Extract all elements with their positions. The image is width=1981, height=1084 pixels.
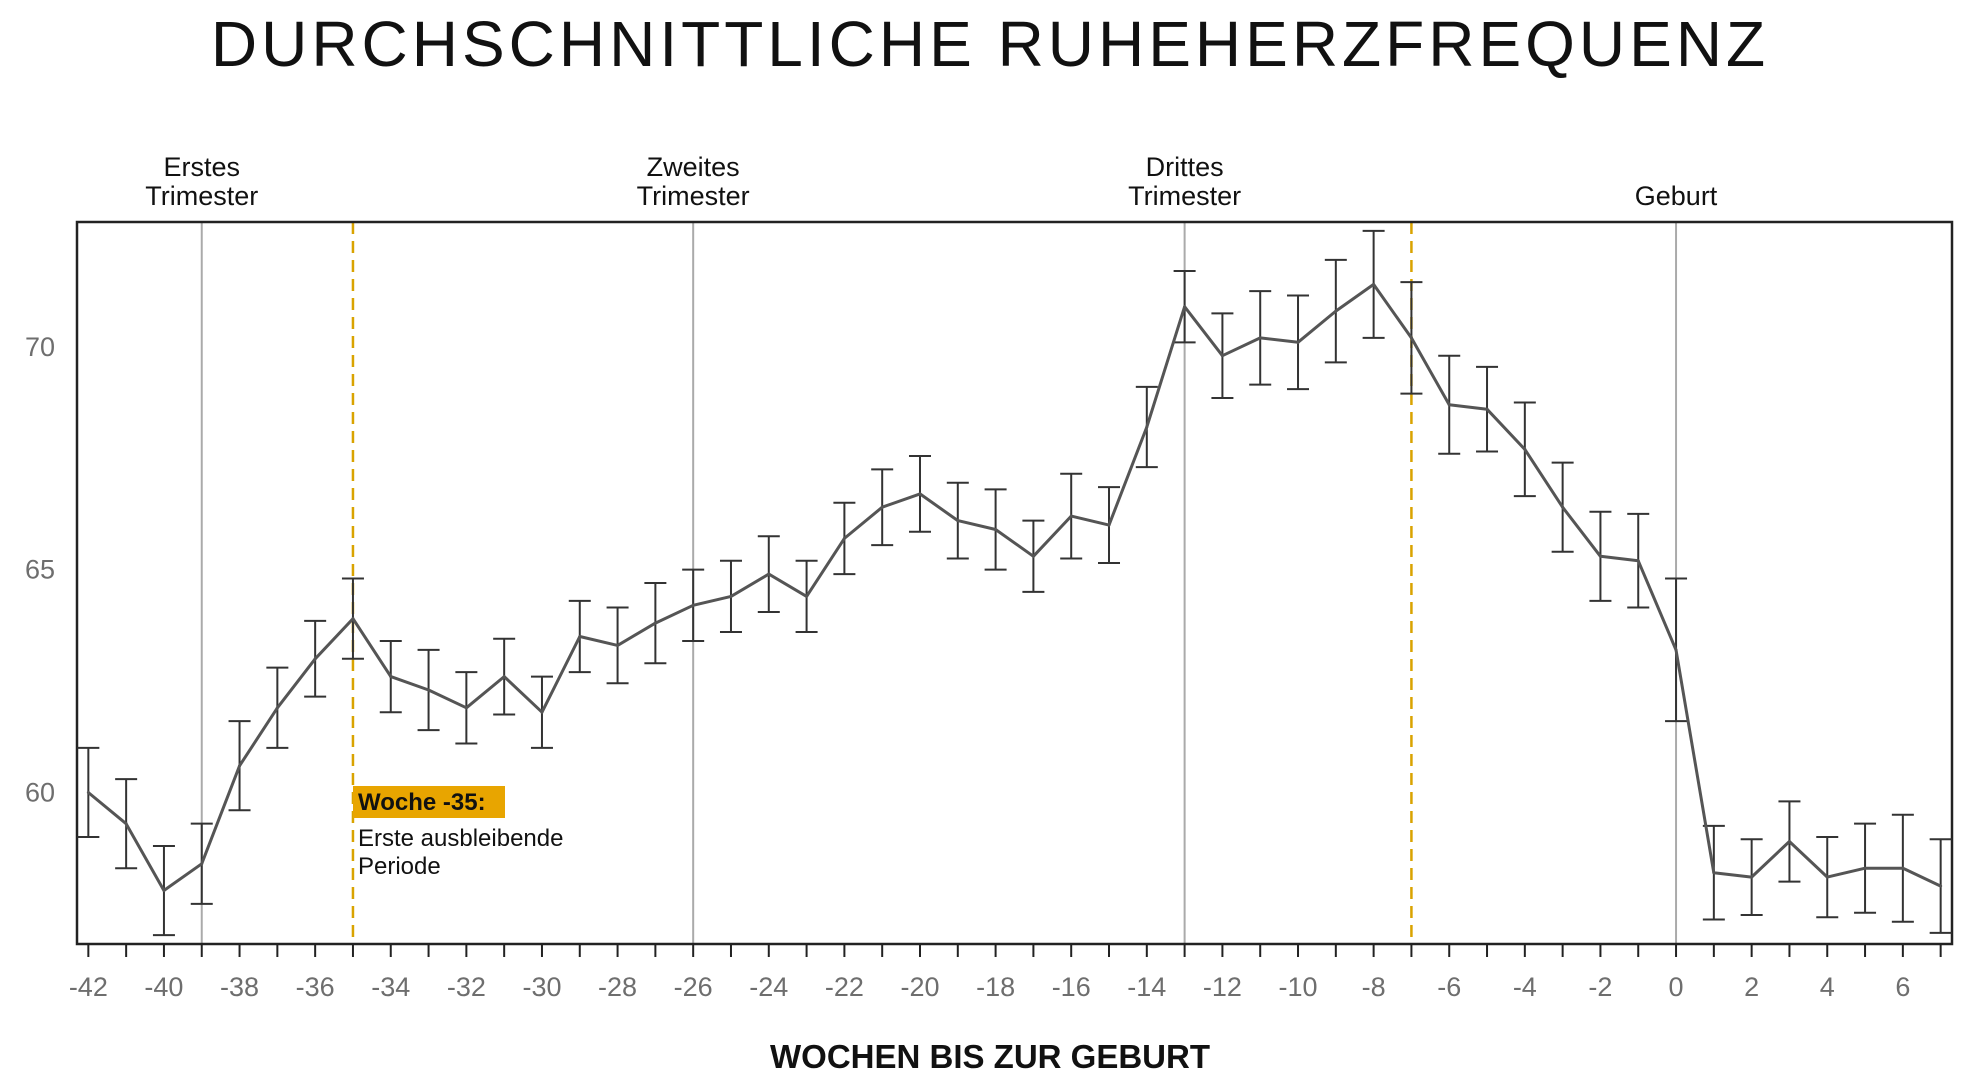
plot-frame <box>75 220 1954 946</box>
x-tick-label: 4 <box>1820 972 1835 1002</box>
data-point <box>1069 514 1073 518</box>
x-tick-label: -32 <box>447 972 486 1002</box>
data-point <box>275 706 279 710</box>
data-point <box>162 889 166 893</box>
x-tick-label: -4 <box>1513 972 1537 1002</box>
annotation-line-2: Periode <box>358 853 441 880</box>
period-label-line-2: Trimester <box>145 181 258 211</box>
data-point <box>729 594 733 598</box>
data-point <box>1296 340 1300 344</box>
series-line <box>87 282 1942 892</box>
data-point <box>1825 875 1829 879</box>
annotation: Woche -35: Erste ausbleibende Periode <box>353 786 563 880</box>
data-point <box>842 536 846 540</box>
data-point <box>1863 866 1867 870</box>
data-point <box>956 519 960 523</box>
period-label-line-1: Zweites <box>647 152 740 182</box>
period-label-line-2: Trimester <box>1128 181 1241 211</box>
y-axis-ticks: 60 65 70 <box>25 332 55 808</box>
period-label-line-1: Erstes <box>163 152 240 182</box>
x-tick-label: 0 <box>1669 972 1684 1002</box>
data-point <box>1561 505 1565 509</box>
x-tick-label: -40 <box>144 972 183 1002</box>
trimester-lines: ErstesTrimesterZweitesTrimesterDrittesTr… <box>145 152 1718 944</box>
data-point <box>427 688 431 692</box>
data-point <box>1183 305 1187 309</box>
y-tick-label: 70 <box>25 332 55 362</box>
data-point <box>767 572 771 576</box>
annotation-highlight <box>353 786 505 818</box>
series-heart-rate <box>77 229 1952 937</box>
data-point <box>1674 648 1678 652</box>
data-point <box>1447 403 1451 407</box>
data-point <box>1145 425 1149 429</box>
x-axis-ticks: -42 -40 -38 -36 -34 -32 -30 -28 -26 -24 -22 -20 -18-… <box>69 944 1942 1002</box>
period-label-line-2: Trimester <box>637 181 750 211</box>
x-tick-label: -26 <box>674 972 713 1002</box>
data-point <box>880 505 884 509</box>
period-label-line-2: Geburt <box>1635 181 1718 211</box>
data-point <box>464 706 468 710</box>
x-tick-label: -20 <box>900 972 939 1002</box>
data-point <box>1372 282 1376 286</box>
data-point <box>313 657 317 661</box>
y-tick-label: 60 <box>25 777 55 807</box>
x-tick-label: -16 <box>1052 972 1091 1002</box>
x-tick-label: -30 <box>522 972 561 1002</box>
data-point <box>1485 407 1489 411</box>
y-tick-label: 65 <box>25 555 55 585</box>
data-point <box>691 603 695 607</box>
data-point <box>502 675 506 679</box>
x-tick-label: -34 <box>371 972 410 1002</box>
data-point <box>351 617 355 621</box>
data-point <box>578 634 582 638</box>
x-tick-label: -6 <box>1437 972 1461 1002</box>
x-tick-label: -24 <box>749 972 788 1002</box>
data-point <box>1107 523 1111 527</box>
data-point <box>540 710 544 714</box>
annotation-heading: Woche -35: <box>358 789 486 816</box>
data-point <box>1409 336 1413 340</box>
x-tick-label: 6 <box>1895 972 1910 1002</box>
data-point <box>1598 554 1602 558</box>
chart-title: DURCHSCHNITTLICHE RUHEHERZFREQUENZ <box>211 8 1769 80</box>
data-point <box>1334 309 1338 313</box>
x-tick-label: -8 <box>1362 972 1386 1002</box>
data-point <box>918 492 922 496</box>
data-point <box>1901 866 1905 870</box>
data-point <box>200 862 204 866</box>
data-point <box>1258 336 1262 340</box>
x-tick-label: -10 <box>1279 972 1318 1002</box>
data-point <box>389 675 393 679</box>
x-tick-label: -18 <box>976 972 1015 1002</box>
x-tick-label: -42 <box>69 972 108 1002</box>
data-point <box>805 594 809 598</box>
data-point <box>86 790 90 794</box>
x-tick-label: -28 <box>598 972 637 1002</box>
data-point <box>1750 875 1754 879</box>
x-tick-label: -22 <box>825 972 864 1002</box>
data-point <box>1523 447 1527 451</box>
data-point <box>238 764 242 768</box>
data-point <box>1939 884 1943 888</box>
x-tick-label: 2 <box>1744 972 1759 1002</box>
data-point <box>1636 559 1640 563</box>
x-tick-label: -14 <box>1127 972 1166 1002</box>
data-point <box>616 643 620 647</box>
data-point <box>1712 871 1716 875</box>
data-point <box>653 621 657 625</box>
x-tick-label: -36 <box>296 972 335 1002</box>
x-tick-label: -12 <box>1203 972 1242 1002</box>
data-point <box>124 822 128 826</box>
x-tick-label: -2 <box>1588 972 1612 1002</box>
x-tick-label: -38 <box>220 972 259 1002</box>
data-point <box>1787 839 1791 843</box>
annotation-line-1: Erste ausbleibende <box>358 825 563 852</box>
data-point <box>994 528 998 532</box>
data-point <box>1220 354 1224 358</box>
period-label-line-1: Drittes <box>1146 152 1224 182</box>
x-axis-label: WOCHEN BIS ZUR GEBURT <box>770 1038 1210 1075</box>
data-point <box>1031 554 1035 558</box>
